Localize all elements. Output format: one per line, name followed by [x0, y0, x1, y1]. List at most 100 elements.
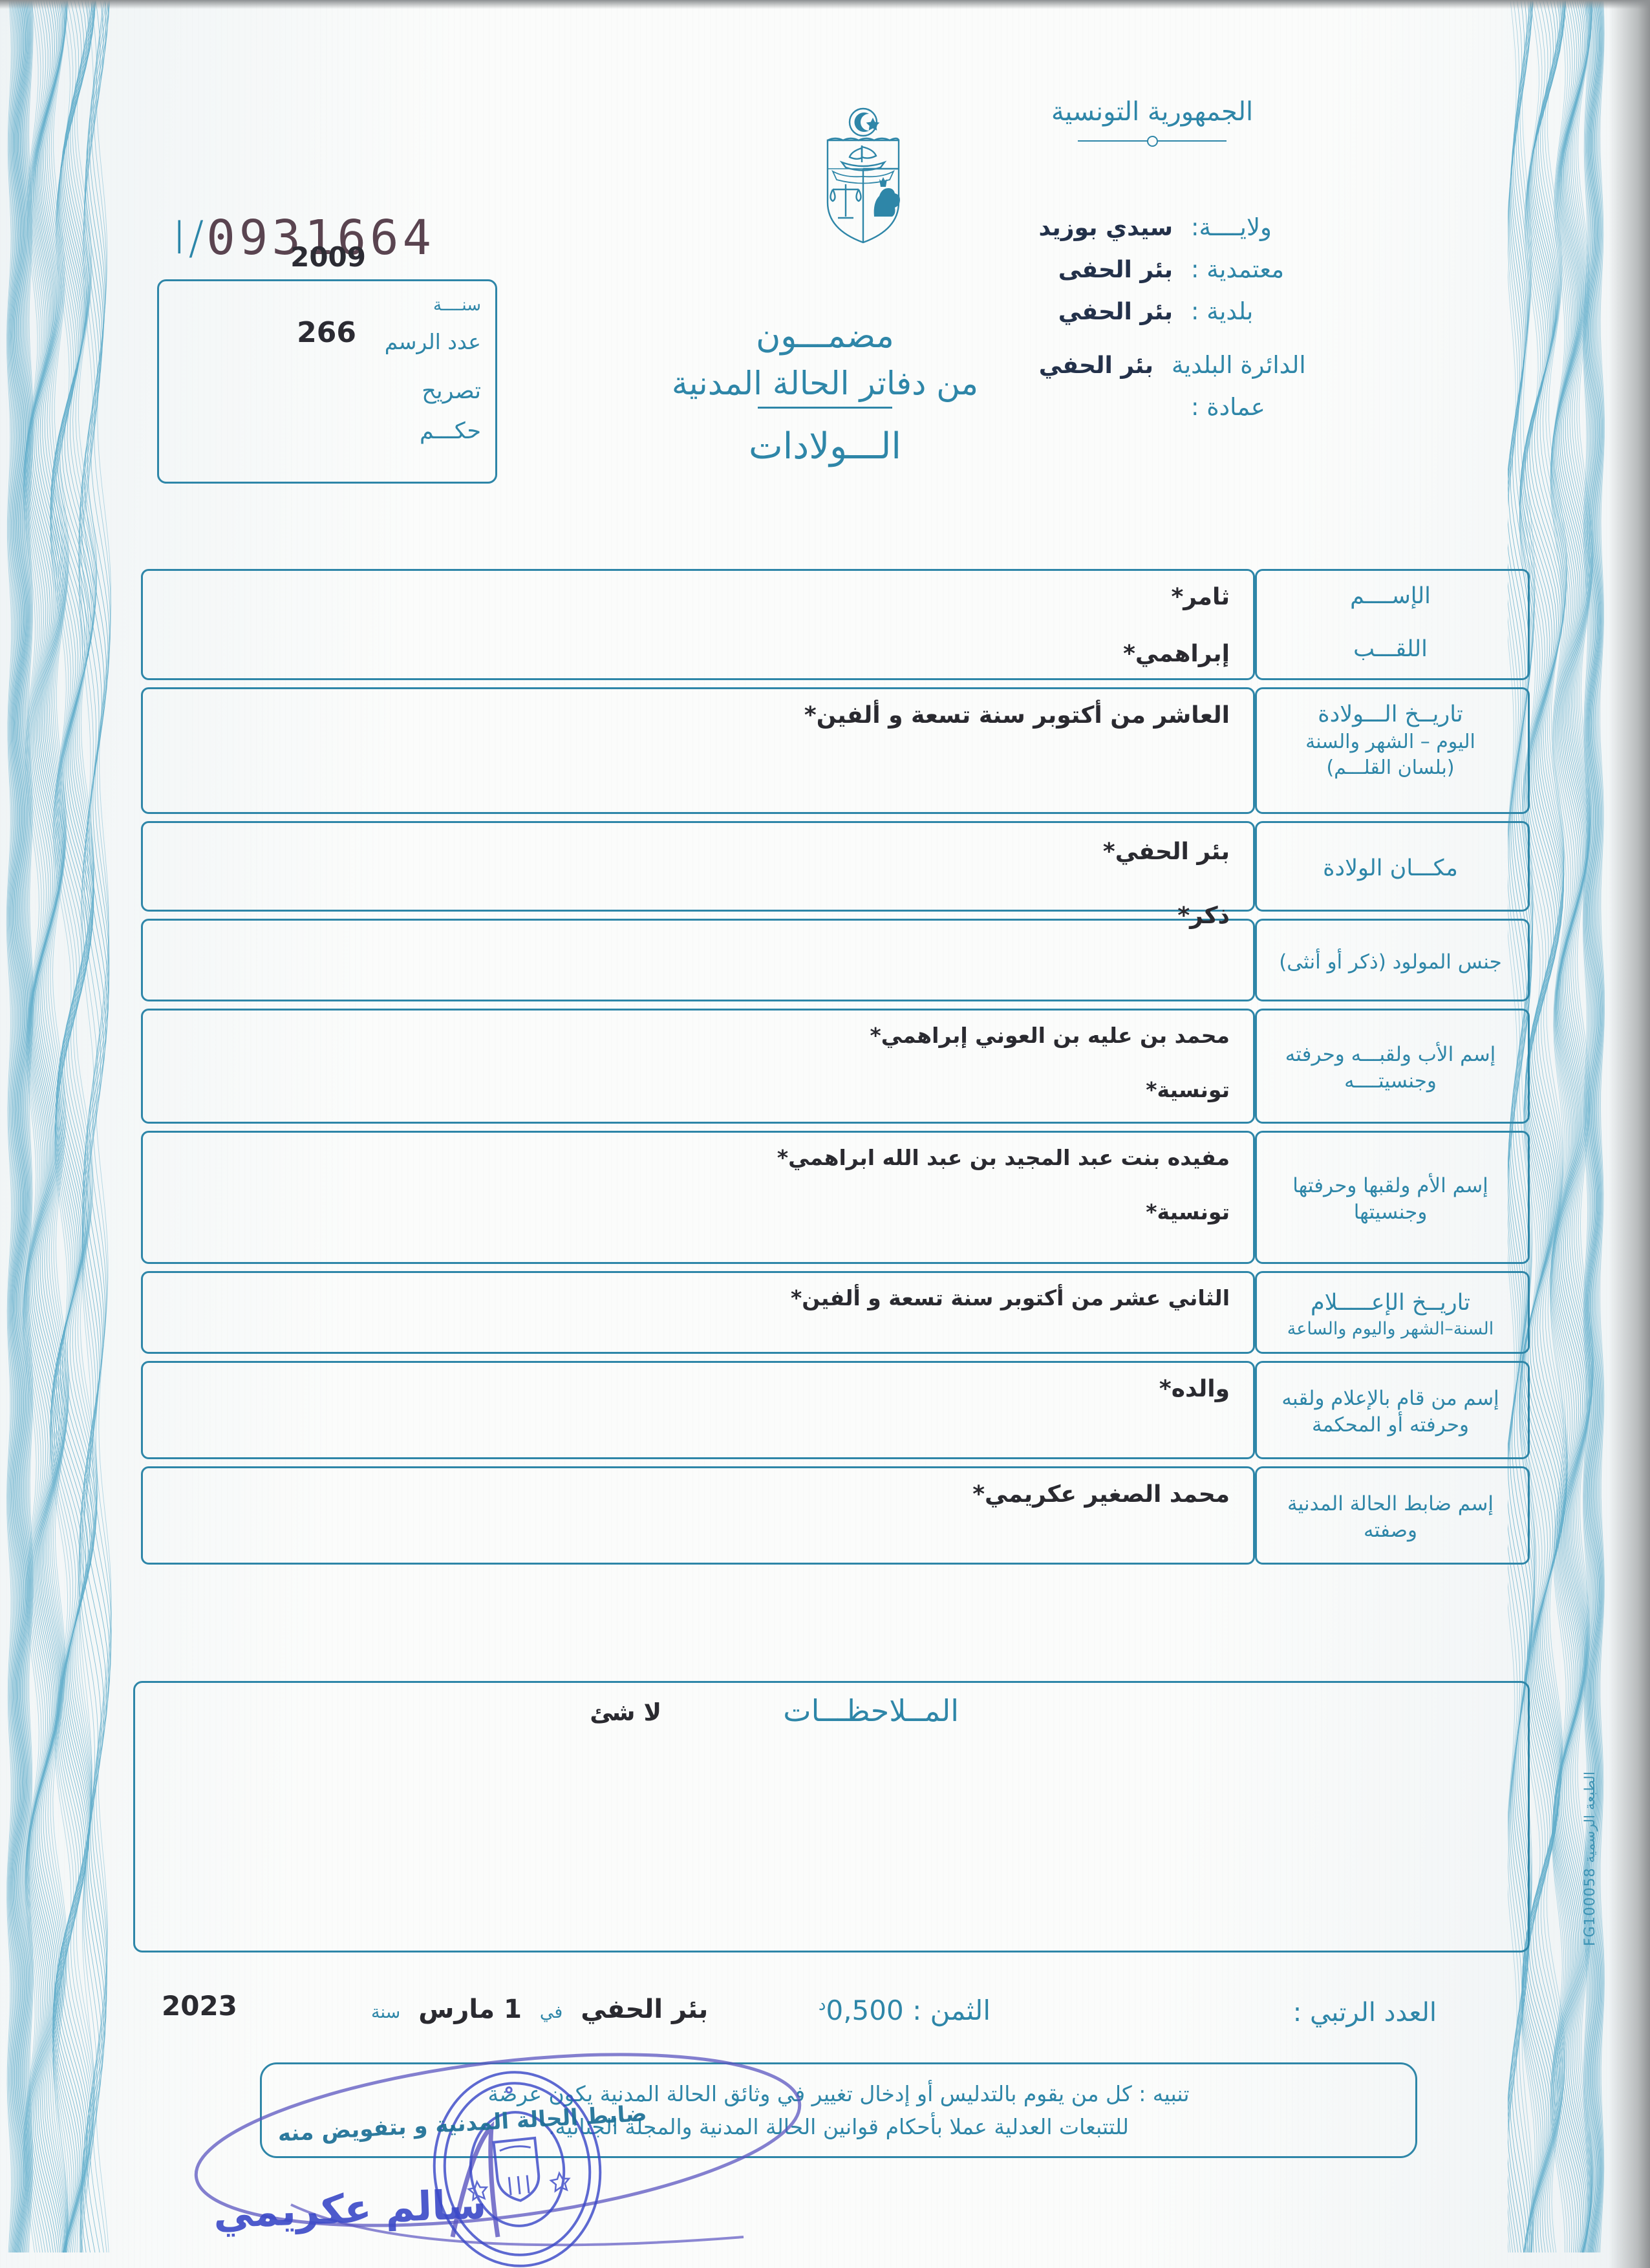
value-father: محمد بن عليه بن العوني إبراهمي* تونسية*	[141, 1009, 1255, 1124]
value-mother: مفيده بنت عبد المجيد بن عبد الله ابراهمي…	[141, 1131, 1255, 1264]
table-row-birth-place: مكـــان الولادة بئر الحفي*	[133, 821, 1530, 912]
label-sex: جنس المولود (ذكر أو أنثى)	[1255, 919, 1530, 1001]
admin-row-sector: عمادة :	[913, 393, 1404, 421]
value-birth-place: بئر الحفي*	[141, 821, 1255, 912]
republic-title: الجمهورية التونسية	[1051, 97, 1254, 127]
delegation-label: معتمدية :	[1191, 255, 1285, 283]
serial-prefix: I/	[173, 211, 207, 264]
price-currency: د	[818, 1995, 826, 2015]
value-first-name: ثامر*	[1171, 584, 1230, 610]
district-label: الدائرة البلدية	[1172, 351, 1306, 379]
label-birth-date: تاريــخ الـــولادة اليوم – الشهر والسنة …	[1255, 687, 1530, 814]
issue-in-word: في	[539, 2002, 563, 2022]
issue-month: مارس	[418, 1995, 495, 2024]
delegation-value: بئر الحفى	[1058, 257, 1173, 283]
label-birth-date-note: (بلسان القلـــم)	[1326, 756, 1455, 779]
title-madhmoun: مضمـــون	[756, 317, 894, 356]
issue-place-date: بئر الحفي في 1 مارس سنة	[362, 1995, 708, 2024]
civil-status-table: الإســــم اللقـــب ثامر* إبراهمي* تاريــ…	[133, 569, 1530, 1572]
table-row-officer: إسم ضابط الحالة المدنية وصفته محمد الصغي…	[133, 1466, 1530, 1565]
serial-number: I/ 0931664	[165, 210, 435, 266]
governorate-label: ولايــــة:	[1191, 213, 1272, 241]
reg-record-label: عدد الرسم	[384, 329, 481, 354]
value-declaration-date: الثاني عشر من أكتوبر سنة تسعة و ألفين*	[141, 1271, 1255, 1354]
reg-year-label: سنــــة	[433, 295, 481, 315]
table-row-declarant: إسم من قام بالإعلام ولقبه وحرفته أو المح…	[133, 1361, 1530, 1459]
observations-box: المــلاحظـــات لا شئ	[133, 1681, 1530, 1952]
reg-record-value: 266	[297, 316, 356, 349]
administrative-block: ولايــــة: سيدي بوزيد معتمدية : بئر الحف…	[913, 213, 1404, 435]
tunisia-coat-of-arms-icon	[802, 107, 925, 246]
guilloche-border-left	[5, 0, 115, 2268]
label-declaration-date-main: تاريــخ الإعـــــلام	[1310, 1290, 1471, 1316]
label-father: إسم الأب ولقبـــه وحرفته وجنسيتــــه	[1255, 1009, 1530, 1124]
label-birth-date-main: تاريــخ الـــولادة	[1318, 701, 1463, 727]
label-sex-text: جنس المولود (ذكر أو أنثى)	[1279, 950, 1502, 974]
table-row-birth-date: تاريــخ الـــولادة اليوم – الشهر والسنة …	[133, 687, 1530, 814]
label-officer: إسم ضابط الحالة المدنية وصفته	[1255, 1466, 1530, 1565]
municipality-label: بلدية :	[1191, 297, 1254, 325]
label-first-name: الإســــم	[1350, 583, 1431, 609]
value-sex-text: ذكر*	[1177, 903, 1230, 929]
scan-edge-top	[0, 0, 1650, 9]
reg-declaration-label: تصريح	[422, 378, 481, 404]
value-birth-date-text: العاشر من أكتوبر سنة تسعة و ألفين*	[804, 702, 1230, 729]
table-row-mother: إسم الأم ولقبها وحرفتها وجنسيتها مفيده ب…	[133, 1131, 1530, 1264]
warning-box: تنبيه : كل من يقوم بالتدليس أو إدخال تغي…	[260, 2062, 1417, 2159]
title-births: الـــولادات	[749, 425, 901, 467]
admin-row-delegation: معتمدية : بئر الحفى	[913, 255, 1404, 283]
label-declarant-sub: وحرفته أو المحكمة	[1312, 1413, 1469, 1437]
label-father-sub: وجنسيتــــه	[1344, 1069, 1437, 1093]
value-declarant-text: والده*	[1159, 1376, 1230, 1402]
admin-row-district: الدائرة البلدية بئر الحفي	[913, 351, 1404, 379]
warning-line-1: تنبيه : كل من يقوم بالتدليس أو إدخال تغي…	[488, 2081, 1190, 2106]
registration-box: سنــــة عدد الرسم تصريح حكـــم 2009 266	[157, 241, 497, 484]
print-edition-mark: الطبعة الرسمية FG100058	[1582, 1771, 1598, 1947]
table-row-father: إسم الأب ولقبـــه وحرفته وجنسيتــــه محم…	[133, 1009, 1530, 1124]
serial-digits: 0931664	[206, 210, 436, 266]
scan-edge-right	[1609, 0, 1650, 2268]
label-declarant-main: إسم من قام بالإعلام ولقبه	[1281, 1387, 1499, 1411]
value-name: ثامر* إبراهمي*	[141, 569, 1255, 680]
value-father-nationality: تونسية*	[1146, 1076, 1230, 1102]
value-father-name: محمد بن عليه بن العوني إبراهمي*	[870, 1023, 1230, 1048]
label-declarant: إسم من قام بالإعلام ولقبه وحرفته أو المح…	[1255, 1361, 1530, 1459]
value-declaration-date-text: الثاني عشر من أكتوبر سنة تسعة و ألفين*	[790, 1285, 1230, 1311]
sector-label: عمادة :	[1191, 393, 1265, 421]
district-value: بئر الحفي	[1038, 352, 1153, 379]
label-birth-date-sub: اليوم – الشهر والسنة	[1305, 731, 1475, 754]
issue-year-label: سنة	[371, 2002, 401, 2022]
republic-header: الجمهورية التونسية	[926, 97, 1378, 147]
label-mother: إسم الأم ولقبها وحرفتها وجنسيتها	[1255, 1131, 1530, 1264]
reg-year-value: 2009	[290, 241, 366, 273]
price-value: 0,500	[826, 1995, 904, 2026]
label-father-main: إسم الأب ولقبـــه وحرفته	[1285, 1043, 1496, 1067]
table-row-declaration-date: تاريــخ الإعـــــلام السنة–الشهر واليوم …	[133, 1271, 1530, 1354]
label-mother-main: إسم الأم ولقبها وحرفتها	[1292, 1174, 1488, 1198]
value-officer-text: محمد الصغير عكريمي*	[972, 1481, 1230, 1508]
governorate-value: سيدي بوزيد	[1038, 215, 1173, 241]
table-row-name: الإســــم اللقـــب ثامر* إبراهمي*	[133, 569, 1530, 680]
value-mother-nationality: تونسية*	[1146, 1199, 1230, 1225]
label-birth-place-text: مكـــان الولادة	[1323, 855, 1458, 881]
value-surname: إبراهمي*	[1123, 641, 1230, 667]
value-officer: محمد الصغير عكريمي*	[141, 1466, 1255, 1565]
table-row-sex: جنس المولود (ذكر أو أنثى) ذكر*	[133, 903, 1530, 1001]
label-officer-main: إسم ضابط الحالة المدنية	[1287, 1492, 1494, 1516]
issue-year: 2023	[162, 1990, 237, 2022]
rank-number-label: العدد الرتبي :	[1292, 1998, 1437, 2027]
value-sex: ذكر*	[141, 903, 1255, 1001]
label-officer-sub: وصفته	[1364, 1519, 1417, 1542]
admin-row-municipality: بلدية : بئر الحفي	[913, 297, 1404, 325]
republic-divider	[1078, 133, 1227, 147]
value-mother-name: مفيده بنت عبد المجيد بن عبد الله ابراهمي…	[777, 1145, 1230, 1170]
value-declarant: والده*	[141, 1361, 1255, 1459]
price-label: الثمن :	[912, 1995, 991, 2026]
label-surname: اللقـــب	[1353, 636, 1428, 662]
price-line: الثمن : 0,500د	[819, 1995, 991, 2026]
label-name: الإســــم اللقـــب	[1255, 569, 1530, 680]
officer-signature: سالم عكريمي	[212, 2180, 488, 2238]
value-birth-place-text: بئر الحفي*	[1102, 839, 1230, 865]
observations-title: المــلاحظـــات	[783, 1693, 959, 1728]
observations-value: لا شئ	[590, 1698, 661, 1726]
